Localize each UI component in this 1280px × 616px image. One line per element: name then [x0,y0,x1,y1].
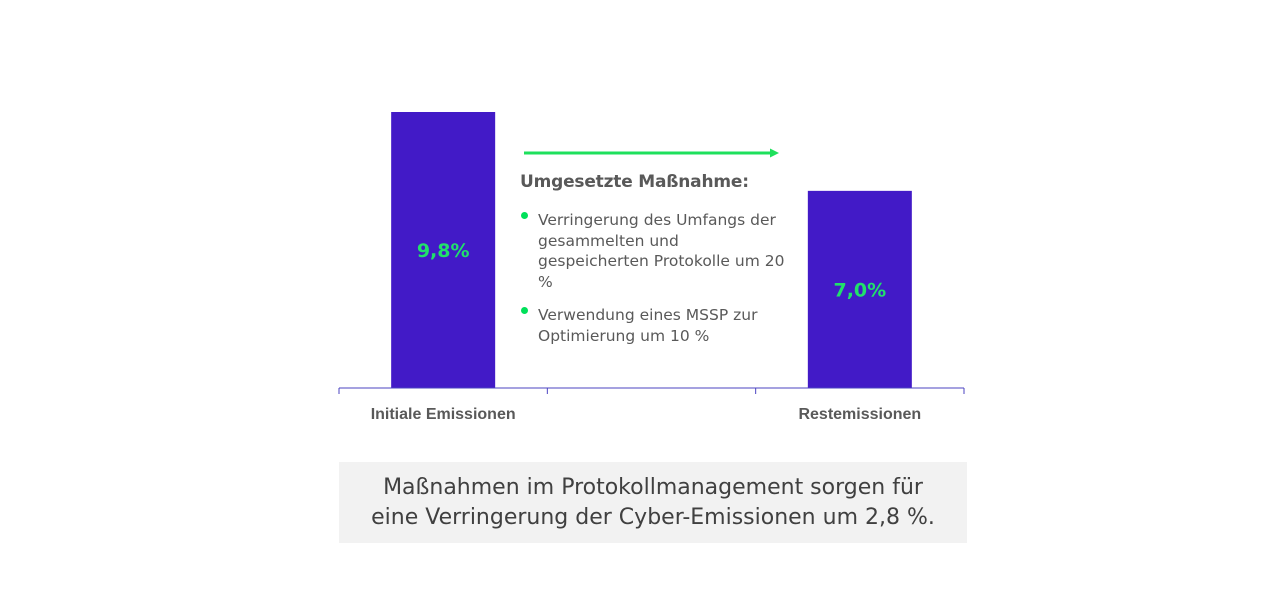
progress-arrow-head [770,148,779,158]
bars-layer: 9,8% 7,0% [391,112,912,388]
x-tick-label: Restemissionen [798,406,921,423]
measure-text: Verringerung des Umfangs der gesammelten… [538,211,785,291]
bar-data-label: 7,0% [833,279,886,301]
measures-heading: Umgesetzte Maßnahme: [520,172,749,192]
measure-item: Verringerung des Umfangs der gesammelten… [520,210,792,292]
summary-box: Maßnahmen im Protokollmanagement sorgen … [339,462,967,543]
summary-line-2: eine Verringerung der Cyber-Emissionen u… [371,504,935,530]
x-tick-label: Initiale Emissionen [371,406,516,423]
measure-item: Verwendung eines MSSP zur Optimierung um… [520,305,792,346]
measures-list: Verringerung des Umfangs der gesammelten… [520,210,792,346]
x-axis: Initiale Emissionen Restemissionen [338,387,965,423]
measure-text: Verwendung eines MSSP zur Optimierung um… [538,306,758,345]
measures-annotation: Umgesetzte Maßnahme: Verringerung des Um… [520,172,792,359]
summary-line-1: Maßnahmen im Protokollmanagement sorgen … [383,474,923,500]
bar [391,112,496,388]
bar [807,190,912,388]
bullet-dot-icon [521,212,528,219]
bullet-dot-icon [521,307,528,314]
bar-data-label: 9,8% [417,240,470,262]
